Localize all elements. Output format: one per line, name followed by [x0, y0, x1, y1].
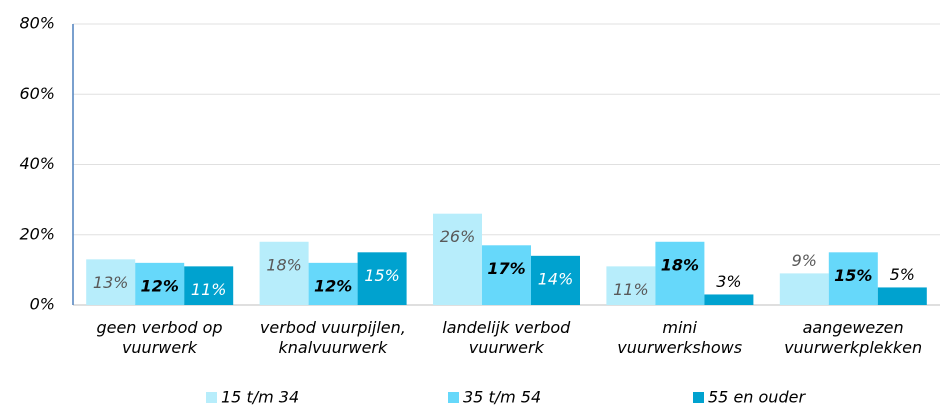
data-label: 3% [716, 272, 741, 291]
legend-swatch [448, 392, 459, 403]
bar [482, 245, 531, 305]
y-tick-label: 40% [19, 154, 55, 173]
bar [135, 262, 185, 305]
legend-label: 15 t/m 34 [221, 388, 299, 407]
y-tick-label: 60% [19, 84, 55, 103]
data-label: 15% [834, 266, 872, 285]
legend-label: 55 en ouder [708, 388, 806, 407]
legend-swatch [693, 392, 704, 403]
y-tick-label: 20% [19, 224, 55, 243]
data-label: 13% [93, 273, 129, 292]
bar [655, 241, 705, 305]
data-label: 18% [266, 255, 302, 274]
x-tick-label: geen verbod op vuurwerk [96, 318, 223, 357]
bar [531, 255, 580, 305]
y-tick-label: 80% [19, 14, 55, 33]
bar [779, 273, 829, 305]
data-label: 12% [141, 276, 179, 295]
x-tick-label: landelijk verbod vuurwerk [442, 318, 571, 357]
bar [704, 294, 754, 305]
data-label: 15% [364, 266, 400, 285]
data-label: 14% [538, 269, 574, 288]
data-label: 11% [613, 280, 649, 299]
bar [433, 213, 482, 305]
data-label: 9% [792, 251, 817, 270]
x-tick-label: mini vuurwerkshows [617, 318, 743, 357]
bar [308, 262, 358, 305]
bar [184, 266, 234, 305]
data-label: 12% [314, 276, 352, 295]
data-label: 17% [487, 259, 525, 278]
legend-swatch [206, 392, 217, 403]
data-label: 18% [661, 255, 699, 274]
bar [877, 287, 927, 305]
data-label: 11% [191, 280, 227, 299]
x-tick-label: aangewezen vuurwerkplekken [784, 318, 923, 357]
bar [606, 266, 656, 305]
bar [259, 241, 309, 305]
x-tick-label: verbod vuurpijlen, knalvuurwerk [259, 318, 406, 357]
data-label: 26% [440, 227, 476, 246]
data-label: 5% [890, 265, 915, 284]
bar [86, 259, 136, 305]
legend-label: 35 t/m 54 [463, 388, 541, 407]
bar [828, 252, 878, 305]
bar [357, 252, 407, 305]
y-tick-label: 0% [30, 295, 55, 314]
